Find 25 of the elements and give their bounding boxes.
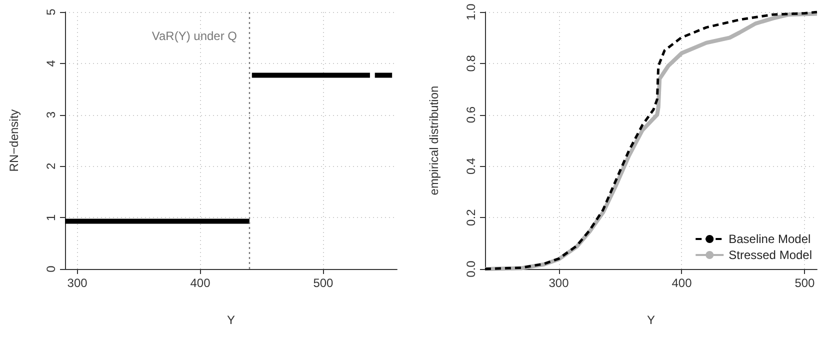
y-tick-label: 0.2 — [464, 208, 478, 226]
x-tick-label: 500 — [313, 276, 334, 290]
y-tick-label: 1.0 — [464, 3, 478, 20]
x-tick-label: 400 — [672, 276, 692, 290]
y-tick-label: 3 — [44, 111, 58, 118]
y-axis-title: empirical distribution — [427, 86, 441, 196]
y-tick-label: 0 — [44, 265, 58, 272]
legend-label: Stressed Model — [728, 248, 812, 262]
y-tick-label: 1 — [44, 214, 58, 221]
legend-label: Baseline Model — [728, 232, 811, 246]
x-axis-title: Y — [226, 313, 236, 327]
ref-line-label: VaR(Y) under Q — [152, 29, 238, 43]
y-tick-label: 0.8 — [464, 54, 478, 72]
y-tick-label: 0.4 — [464, 158, 478, 175]
y-tick-label: 5 — [44, 8, 58, 16]
y-tick-label: 0.0 — [464, 260, 478, 278]
y-tick-label: 0.6 — [464, 106, 478, 124]
y-tick-label: 2 — [44, 162, 58, 170]
x-tick-label: 300 — [548, 276, 570, 290]
x-tick-label: 300 — [67, 276, 88, 290]
y-tick-label: 4 — [44, 60, 58, 67]
x-axis-title: Y — [646, 313, 656, 327]
y-axis-title: RN−density — [7, 109, 21, 172]
x-tick-label: 500 — [794, 276, 816, 290]
x-tick-label: 400 — [190, 276, 211, 290]
